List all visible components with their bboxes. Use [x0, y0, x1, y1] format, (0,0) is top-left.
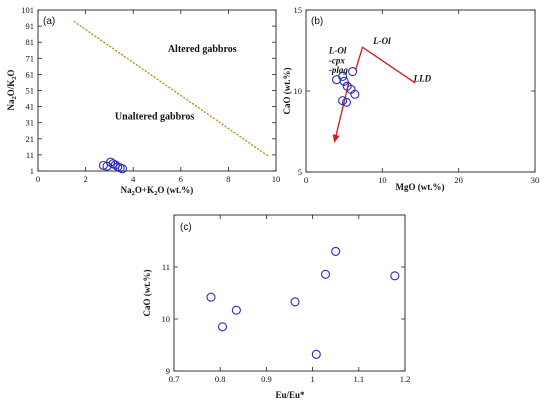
- panel-c-frame: [173, 214, 406, 372]
- panel-c-y-axis-label: CaO (wt.%): [142, 270, 152, 317]
- panel-c-xtick-label: 1.2: [400, 374, 411, 384]
- panel-c-data-point: [311, 349, 321, 359]
- panel-a-data-point: [110, 160, 120, 170]
- panel-a-ytick-label: 41: [26, 102, 35, 112]
- panel-b-ytick-label: 10: [294, 86, 303, 96]
- panel-b-lld-line: [354, 46, 416, 84]
- panel-a-ytick-label: 91: [26, 21, 35, 31]
- panel-b-xtick-label: 20: [454, 175, 463, 185]
- panel-b-ytick-label: 15: [294, 5, 303, 15]
- panel-a-x-axis-label: Na2O+K2O (wt.%): [121, 185, 194, 197]
- panel-c-data-point: [206, 292, 216, 302]
- panel-c-ytick-label: 11: [162, 262, 170, 272]
- panel-b-data-point: [338, 71, 348, 81]
- panel-a-ytick-label: 1: [30, 166, 34, 176]
- panel-b: (b) 0 10 20 30 5 10 15 L-Ol L-Ol -cpx -plag L…: [282, 5, 539, 192]
- panel-a-annotation-altered: Altered gabbros: [168, 44, 237, 55]
- panel-a-ytick-label: 11: [26, 150, 34, 160]
- panel-b-annotation-l-ol: L-Ol: [372, 36, 391, 46]
- panel-b-ytick-label: 5: [298, 167, 302, 177]
- panel-a-xtick-label: 0: [36, 174, 40, 184]
- panel-a-data-point: [106, 157, 116, 167]
- panel-a-ytick-label: 81: [26, 37, 35, 47]
- panel-b-data-point: [341, 97, 352, 107]
- panel-c: (c) 0.7 0.8 0.9 1 1.1 1.2 9 10 11 Eu/Eu* CaO (w…: [142, 214, 411, 400]
- panel-c-xtick-label: 0.7: [169, 374, 180, 384]
- panel-b-data-point: [331, 75, 342, 85]
- panel-b-x-axis-label: MgO (wt.%): [396, 182, 445, 192]
- panel-a-ytick-label: 71: [26, 53, 35, 63]
- panel-a-xtick-label: 4: [131, 174, 136, 184]
- panel-a-boundary-line: [73, 20, 270, 158]
- panel-a-ytick-label: 101: [21, 5, 34, 15]
- panel-b-frame: [305, 9, 536, 173]
- panel-a-ytick-label: 21: [26, 134, 35, 144]
- panel-c-data-point: [320, 269, 331, 279]
- panel-b-data-point: [350, 89, 360, 99]
- panel-b-xtick-label: 30: [531, 175, 540, 185]
- panel-c-xtick-label: 1.1: [353, 374, 364, 384]
- panel-c-xtick-label: 0.8: [215, 374, 226, 384]
- panel-a-ytick-label: 61: [26, 69, 35, 79]
- panel-a-data-point: [117, 164, 128, 174]
- panel-a-label: (a): [43, 16, 55, 27]
- panel-a-ytick-label: 51: [26, 86, 35, 96]
- panel-c-label: (c): [180, 222, 192, 233]
- panel-c-data-point: [217, 322, 228, 332]
- panel-b-annotation-cpx: -cpx: [329, 55, 345, 65]
- panel-b-annotation-l-ol-2: L-Ol: [328, 46, 347, 56]
- panel-b-y-axis-label: CaO (wt.%): [282, 68, 292, 115]
- panel-a-annotation-unaltered: Unaltered gabbros: [115, 111, 194, 122]
- panel-a-xtick-label: 2: [83, 174, 87, 184]
- panel-a-frame: [37, 9, 277, 172]
- panel-a-y-axis-label: Na2O/K2O: [6, 69, 18, 110]
- panel-b-label: (b): [311, 16, 323, 27]
- panel-c-x-axis-label: Eu/Eu*: [275, 390, 305, 400]
- panel-a-xtick-label: 10: [272, 174, 281, 184]
- panel-a-ytick-label: 31: [26, 118, 35, 128]
- panel-c-ytick-label: 9: [166, 366, 170, 376]
- panel-b-xtick-label: 0: [304, 175, 308, 185]
- panel-b-arrow: [335, 82, 350, 136]
- panel-c-xtick-label: 1: [310, 374, 314, 384]
- panel-b-data-point: [348, 67, 358, 77]
- panel-a-xtick-label: 8: [226, 174, 230, 184]
- panel-c-xtick-label: 0.9: [261, 374, 272, 384]
- panel-c-data-point: [290, 297, 300, 307]
- panel-b-xtick-label: 10: [378, 175, 387, 185]
- panel-c-data-point: [231, 305, 241, 315]
- panel-a-xtick-label: 6: [179, 174, 183, 184]
- panel-c-ytick-label: 10: [162, 314, 171, 324]
- panel-c-data-point: [390, 271, 400, 281]
- panel-c-data-point: [331, 246, 341, 256]
- panel-b-annotation-plag: -plag: [329, 65, 348, 75]
- panel-b-annotation-lld: LLD: [413, 73, 432, 83]
- panel-b-data-point: [339, 76, 349, 86]
- panel-b-arrowhead: [332, 134, 340, 143]
